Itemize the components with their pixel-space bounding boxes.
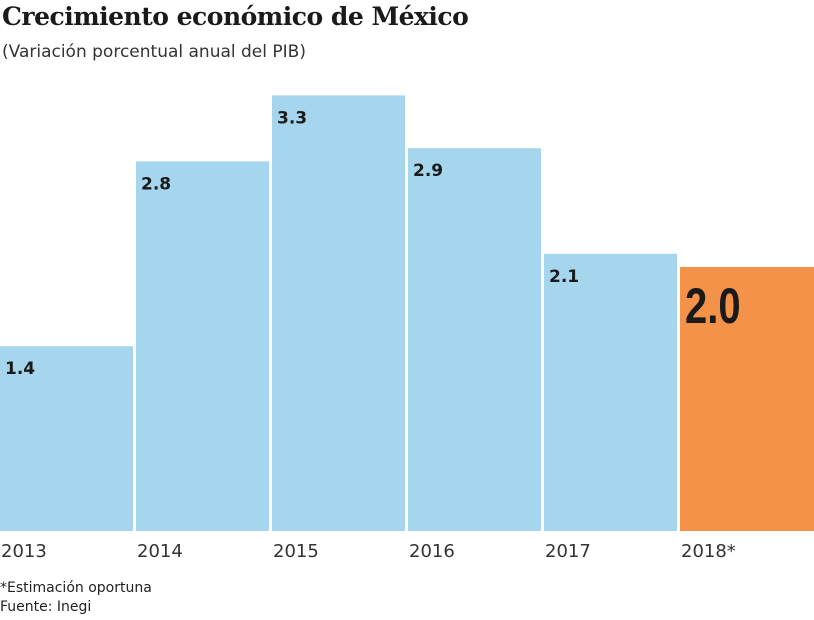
chart-subtitle: (Variación porcentual anual del PIB): [2, 42, 306, 62]
data-label: 2.8: [141, 174, 171, 194]
bar-2014: [136, 161, 269, 531]
x-tick-label: 2017: [545, 541, 591, 562]
data-label: 1.4: [5, 359, 35, 379]
bar-2013: [0, 346, 133, 531]
source-note: Fuente: Inegi: [0, 599, 92, 615]
bar-chart: 1.4 2013 2.8 2014 3.3 2015 2.9 2016 2.1 2017 2.0 20…: [0, 95, 814, 562]
x-tick-label: 2014: [137, 541, 183, 562]
data-label: 2.1: [549, 267, 579, 287]
bar-2015: [272, 95, 405, 532]
chart-title: Crecimiento económico de México: [2, 2, 469, 31]
x-tick-label: 2013: [1, 541, 47, 562]
footnote: *Estimación oportuna: [0, 580, 152, 596]
x-tick-label: 2016: [409, 541, 455, 562]
data-label: 3.3: [277, 108, 307, 128]
data-label: 2.0: [685, 278, 741, 334]
bar-2016: [408, 148, 541, 531]
x-tick-label: 2015: [273, 541, 319, 562]
bar-2018: [680, 267, 814, 531]
data-label: 2.9: [413, 161, 443, 181]
bar-2017: [544, 253, 677, 532]
x-tick-label: 2018*: [681, 541, 736, 562]
